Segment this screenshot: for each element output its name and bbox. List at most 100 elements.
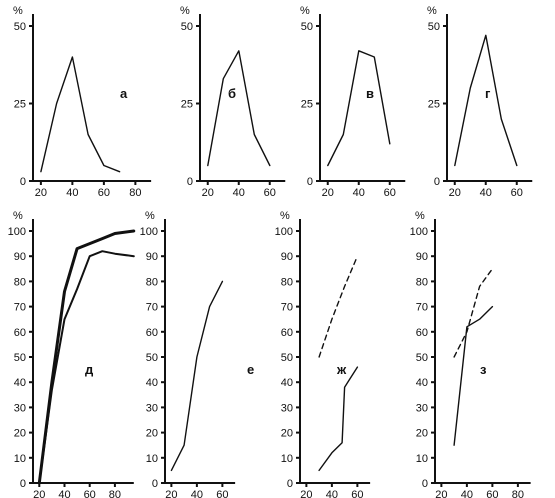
y-tick-label: 60 xyxy=(281,327,293,339)
y-tick-label: 0 xyxy=(20,478,26,490)
y-tick-label: 0 xyxy=(422,478,428,490)
x-tick-label: 40 xyxy=(480,187,492,199)
series-line-1 xyxy=(454,34,518,167)
y-tick-label: 50 xyxy=(14,352,26,364)
x-tick-label: 80 xyxy=(109,489,121,498)
x-tick-label: 60 xyxy=(511,187,523,199)
x-tick-label: 40 xyxy=(353,187,365,199)
y-tick-label: 70 xyxy=(14,302,26,314)
y-tick-label: 20 xyxy=(281,428,293,440)
x-tick-label: 20 xyxy=(165,489,177,498)
y-unit-label: % xyxy=(180,5,190,17)
y-tick-label: 10 xyxy=(281,453,293,465)
x-tick-label: 60 xyxy=(486,489,498,498)
panel-label: ж xyxy=(336,362,347,377)
series-line-1 xyxy=(207,50,271,167)
x-tick-label: 40 xyxy=(233,187,245,199)
y-tick-label: 50 xyxy=(181,21,193,33)
y-tick-label: 70 xyxy=(416,302,428,314)
panel-label: г xyxy=(485,86,491,101)
y-tick-label: 50 xyxy=(416,352,428,364)
x-tick-label: 20 xyxy=(449,187,461,199)
y-tick-label: 30 xyxy=(146,402,158,414)
y-tick-label: 10 xyxy=(416,453,428,465)
y-unit-label: % xyxy=(300,5,310,17)
series-line-1 xyxy=(327,50,391,167)
y-tick-label: 20 xyxy=(14,428,26,440)
y-tick-label: 20 xyxy=(146,428,158,440)
y-tick-label: 50 xyxy=(301,21,313,33)
chart-panel-5: % 0 10 20 30 40 50 60 70 80 90 100 20 40 60 80 д xyxy=(8,210,136,498)
y-tick-label: 50 xyxy=(14,21,26,33)
y-tick-label: 25 xyxy=(428,99,440,111)
y-tick-label: 70 xyxy=(281,302,293,314)
y-tick-label: 0 xyxy=(434,176,440,188)
x-tick-label: 20 xyxy=(35,187,47,199)
chart-panel-8: % 0 10 20 30 40 50 60 70 80 90 100 20 40 60 80 з xyxy=(410,210,531,498)
series-line-2 xyxy=(38,250,135,484)
x-tick-label: 80 xyxy=(512,489,524,498)
x-tick-label: 20 xyxy=(202,187,214,199)
x-tick-label: 20 xyxy=(33,489,45,498)
series-line-1 xyxy=(453,268,494,358)
y-tick-label: 60 xyxy=(14,327,26,339)
y-tick-label: 40 xyxy=(281,377,293,389)
x-tick-label: 20 xyxy=(300,489,312,498)
y-tick-label: 60 xyxy=(416,327,428,339)
series-line-1 xyxy=(37,229,136,485)
y-tick-label: 0 xyxy=(307,176,313,188)
y-tick-label: 70 xyxy=(146,302,158,314)
panel-label: е xyxy=(247,362,254,377)
x-tick-label: 60 xyxy=(384,187,396,199)
y-tick-label: 80 xyxy=(14,276,26,288)
y-tick-label: 50 xyxy=(146,352,158,364)
y-tick-label: 100 xyxy=(8,226,26,238)
y-unit-label: % xyxy=(145,210,155,222)
y-tick-label: 25 xyxy=(14,99,26,111)
x-tick-label: 20 xyxy=(435,489,447,498)
x-tick-label: 60 xyxy=(98,187,110,199)
x-tick-label: 60 xyxy=(351,489,363,498)
series-line-2 xyxy=(453,305,494,446)
chart-panel-2: % 0 25 50 20 40 60 б xyxy=(180,5,286,199)
y-tick-label: 30 xyxy=(281,402,293,414)
panel-label: д xyxy=(85,362,94,377)
y-tick-label: 80 xyxy=(416,276,428,288)
panel-label: з xyxy=(480,362,487,377)
panel-label: а xyxy=(120,86,128,101)
y-unit-label: % xyxy=(427,5,437,17)
chart-panel-4: % 0 25 50 20 40 60 г xyxy=(427,5,533,199)
y-tick-label: 60 xyxy=(146,327,158,339)
y-tick-label: 40 xyxy=(146,377,158,389)
y-tick-label: 0 xyxy=(187,176,193,188)
chart-panel-7: % 0 10 20 30 40 50 60 70 80 90 100 20 40 60 ж xyxy=(275,210,371,498)
panel-label: в xyxy=(366,86,374,101)
y-tick-label: 30 xyxy=(416,402,428,414)
y-tick-label: 50 xyxy=(281,352,293,364)
x-tick-label: 40 xyxy=(326,489,338,498)
chart-panel-1: % 0 25 50 20 40 60 80 а xyxy=(13,5,152,199)
y-unit-label: % xyxy=(415,210,425,222)
y-unit-label: % xyxy=(13,5,23,17)
y-tick-label: 10 xyxy=(146,453,158,465)
y-tick-label: 25 xyxy=(181,99,193,111)
chart-panel-3: % 0 25 50 20 40 60 в xyxy=(300,5,406,199)
y-tick-label: 90 xyxy=(14,251,26,263)
y-tick-label: 40 xyxy=(416,377,428,389)
y-tick-label: 90 xyxy=(416,251,428,263)
y-tick-label: 0 xyxy=(287,478,293,490)
series-line-1 xyxy=(170,280,224,472)
x-tick-label: 80 xyxy=(129,187,141,199)
panel-label: б xyxy=(228,86,236,101)
series-line-1 xyxy=(318,255,359,358)
y-tick-label: 10 xyxy=(14,453,26,465)
y-tick-label: 100 xyxy=(410,226,428,238)
y-tick-label: 0 xyxy=(20,176,26,188)
x-tick-label: 40 xyxy=(66,187,78,199)
y-unit-label: % xyxy=(13,210,23,222)
x-tick-label: 60 xyxy=(84,489,96,498)
y-tick-label: 100 xyxy=(275,226,293,238)
series-line-2 xyxy=(318,366,359,472)
y-tick-label: 90 xyxy=(146,251,158,263)
x-tick-label: 60 xyxy=(264,187,276,199)
